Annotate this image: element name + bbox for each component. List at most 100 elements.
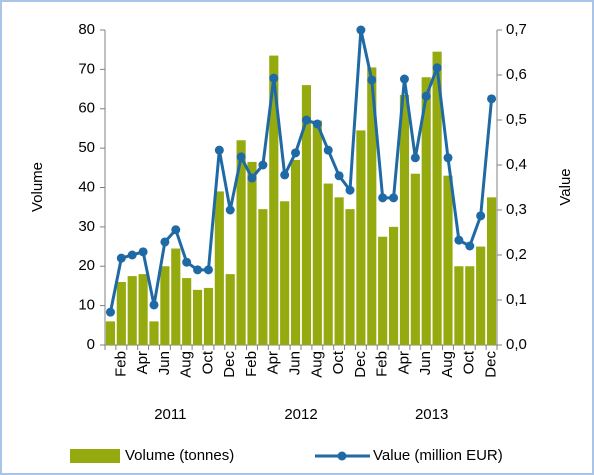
bar <box>105 321 116 345</box>
x-tick-label: Jun <box>156 351 173 375</box>
line-point <box>258 160 268 170</box>
y-tick-label: 70 <box>78 60 95 77</box>
bar <box>465 266 475 345</box>
bar <box>334 197 344 345</box>
y-tick-label: 50 <box>78 139 95 156</box>
bar <box>138 274 148 345</box>
bar <box>432 51 442 345</box>
line-point <box>487 94 497 104</box>
y-tick-label: 80 <box>78 21 95 38</box>
y-axis-title: Volume <box>29 162 46 212</box>
x-tick-label: Aug <box>439 351 456 378</box>
legend-swatch-point <box>337 451 347 461</box>
x-tick-label: Apr <box>395 351 412 374</box>
line-point <box>291 148 301 158</box>
line-point <box>214 145 224 155</box>
bar <box>323 183 333 345</box>
y2-tick-label: 0,5 <box>506 111 527 128</box>
bar <box>378 236 388 345</box>
line-point <box>378 193 388 203</box>
y2-tick-label: 0,7 <box>506 21 527 38</box>
bar <box>399 94 410 345</box>
bar <box>410 173 420 345</box>
y2-tick-label: 0,4 <box>506 156 527 173</box>
y-tick-label: 20 <box>78 257 95 274</box>
line-point <box>182 257 192 267</box>
bar <box>421 77 431 345</box>
line-point <box>225 205 235 215</box>
year-label: 2013 <box>415 406 448 423</box>
bar <box>269 55 279 345</box>
y-tick-label: 40 <box>78 178 95 195</box>
bar <box>182 278 192 345</box>
y2-tick-label: 0,3 <box>506 201 527 218</box>
bar <box>149 321 159 345</box>
line-point <box>334 171 344 181</box>
bar <box>236 140 246 345</box>
line-point <box>345 185 355 195</box>
line-point <box>410 153 420 163</box>
bar <box>127 276 137 345</box>
x-tick-label: Feb <box>374 351 391 377</box>
line-point <box>149 300 159 310</box>
line-point <box>127 250 137 260</box>
x-tick-label: Jun <box>287 351 304 375</box>
bar <box>486 197 497 345</box>
bar <box>160 266 170 345</box>
x-tick-label: Feb <box>112 351 129 377</box>
line-point <box>389 193 399 203</box>
y2-tick-label: 0,6 <box>506 66 527 83</box>
line-point <box>367 75 377 85</box>
bar <box>203 287 214 345</box>
x-tick-label: Oct <box>461 350 478 374</box>
line-point <box>236 152 246 162</box>
y2-tick-label: 0,2 <box>506 246 527 263</box>
y-tick-label: 10 <box>78 297 95 314</box>
y2-axis-title: Value <box>557 168 574 205</box>
year-label: 2011 <box>154 406 186 423</box>
year-label: 2012 <box>284 406 317 423</box>
x-tick-label: Apr <box>134 351 151 374</box>
bar <box>356 130 366 345</box>
line-point <box>269 73 279 83</box>
bar <box>443 175 453 345</box>
line-point <box>454 235 464 245</box>
line-point <box>116 253 126 263</box>
bar <box>214 191 224 345</box>
legend-label: Volume (tonnes) <box>125 447 234 464</box>
x-tick-label: Aug <box>178 351 195 378</box>
y2-tick-label: 0,0 <box>506 336 527 353</box>
line-point <box>280 170 290 180</box>
bar <box>388 226 399 345</box>
bar <box>476 246 486 345</box>
x-tick-label: Dec <box>483 351 500 378</box>
bar <box>290 159 301 345</box>
legend-swatch <box>70 449 120 463</box>
y-tick-label: 30 <box>78 218 95 235</box>
line-point <box>171 225 181 235</box>
bar <box>312 120 322 345</box>
line-point <box>323 145 333 155</box>
line-point <box>138 247 148 257</box>
bar <box>171 248 181 345</box>
line-point <box>301 115 311 125</box>
bar <box>345 209 355 345</box>
x-tick-label: Dec <box>352 351 369 378</box>
line-point <box>203 265 213 275</box>
bar <box>116 282 126 345</box>
bar <box>367 67 377 345</box>
bar <box>225 274 235 345</box>
bar <box>258 209 268 345</box>
x-tick-label: Oct <box>330 350 347 374</box>
bar <box>247 161 257 345</box>
bar <box>301 85 312 345</box>
line-point <box>160 237 170 247</box>
x-tick-label: Dec <box>221 351 238 378</box>
y-tick-label: 60 <box>78 100 95 117</box>
bar <box>454 266 464 345</box>
x-tick-label: Aug <box>308 351 325 378</box>
line-point <box>432 63 442 73</box>
line-point <box>247 173 257 183</box>
x-tick-label: Apr <box>265 351 282 374</box>
